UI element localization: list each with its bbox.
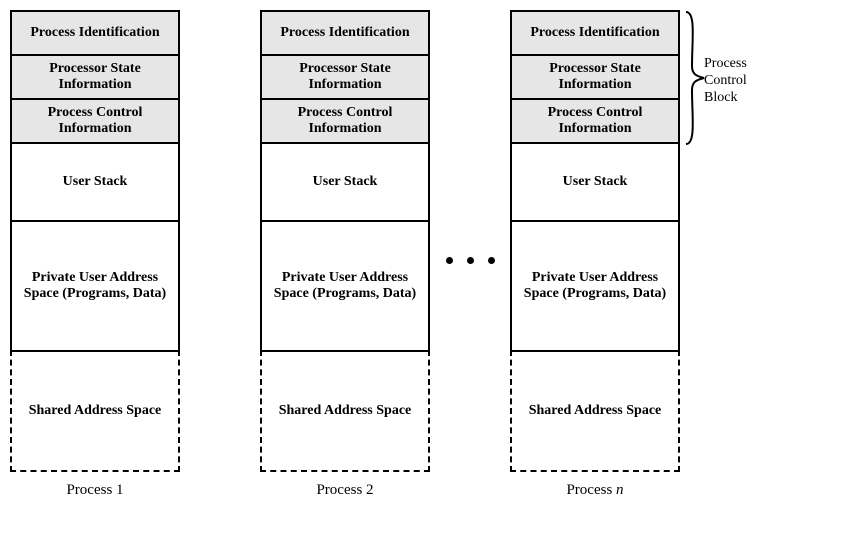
cell-label: Processor State Information [18, 61, 172, 93]
cell-label: Private User Address Space (Programs, Da… [18, 270, 172, 302]
cell-label: Process Control Information [518, 105, 672, 137]
cell-label: Process Identification [30, 25, 159, 41]
col2-private-address-space: Private User Address Space (Programs, Da… [262, 222, 428, 352]
columns-row: Process Identification Processor State I… [10, 10, 764, 510]
cell-label: User Stack [563, 174, 628, 190]
col2-pcb-processor-state: Processor State Information [262, 56, 428, 100]
brace-label-line1: Process [704, 56, 747, 71]
process-image-diagram: Process Identification Processor State I… [10, 10, 833, 546]
cell-label: User Stack [63, 174, 128, 190]
column-n: Process Identification Processor State I… [510, 10, 680, 470]
brace-label-line3: Block [704, 90, 737, 105]
cell-label: Process Identification [530, 25, 659, 41]
cell-label: Shared Address Space [529, 403, 662, 419]
col1-pcb-control-info: Process Control Information [12, 100, 178, 144]
cell-label: Process Control Information [18, 105, 172, 137]
col1-private-address-space: Private User Address Space (Programs, Da… [12, 222, 178, 352]
coln-pcb-identification: Process Identification [512, 12, 678, 56]
col1-user-stack: User Stack [12, 144, 178, 222]
caption-text: Process [566, 482, 616, 498]
column-1: Process Identification Processor State I… [10, 10, 180, 470]
cell-label: Processor State Information [268, 61, 422, 93]
col2-pcb-control-info: Process Control Information [262, 100, 428, 144]
cell-label: Process Control Information [268, 105, 422, 137]
caption-process-1: Process 1 [66, 482, 123, 499]
coln-shared-address-space: Shared Address Space [512, 350, 678, 470]
column-n-wrap: Process Identification Processor State I… [510, 10, 680, 499]
dot-icon [467, 257, 474, 264]
col1-shared-address-space: Shared Address Space [12, 350, 178, 470]
dot-icon [446, 257, 453, 264]
ellipsis-dots [430, 10, 510, 510]
col2-user-stack: User Stack [262, 144, 428, 222]
col2-pcb-identification: Process Identification [262, 12, 428, 56]
cell-label: Process Identification [280, 25, 409, 41]
dot-icon [488, 257, 495, 264]
coln-pcb-processor-state: Processor State Information [512, 56, 678, 100]
col1-pcb-identification: Process Identification [12, 12, 178, 56]
coln-private-address-space: Private User Address Space (Programs, Da… [512, 222, 678, 352]
col1-pcb-processor-state: Processor State Information [12, 56, 178, 100]
cell-label: Private User Address Space (Programs, Da… [518, 270, 672, 302]
pcb-brace-label: Process Control Block [704, 56, 747, 106]
cell-label: User Stack [313, 174, 378, 190]
caption-process-n: Process n [566, 482, 623, 499]
cell-label: Shared Address Space [279, 403, 412, 419]
cell-label: Private User Address Space (Programs, Da… [268, 270, 422, 302]
coln-pcb-control-info: Process Control Information [512, 100, 678, 144]
column-2-wrap: Process Identification Processor State I… [260, 10, 430, 499]
caption-n-italic: n [616, 482, 624, 498]
brace-label-line2: Control [704, 73, 747, 88]
caption-process-2: Process 2 [316, 482, 373, 499]
cell-label: Shared Address Space [29, 403, 162, 419]
column-1-wrap: Process Identification Processor State I… [10, 10, 180, 499]
column-2: Process Identification Processor State I… [260, 10, 430, 470]
cell-label: Processor State Information [518, 61, 672, 93]
coln-user-stack: User Stack [512, 144, 678, 222]
col2-shared-address-space: Shared Address Space [262, 350, 428, 470]
